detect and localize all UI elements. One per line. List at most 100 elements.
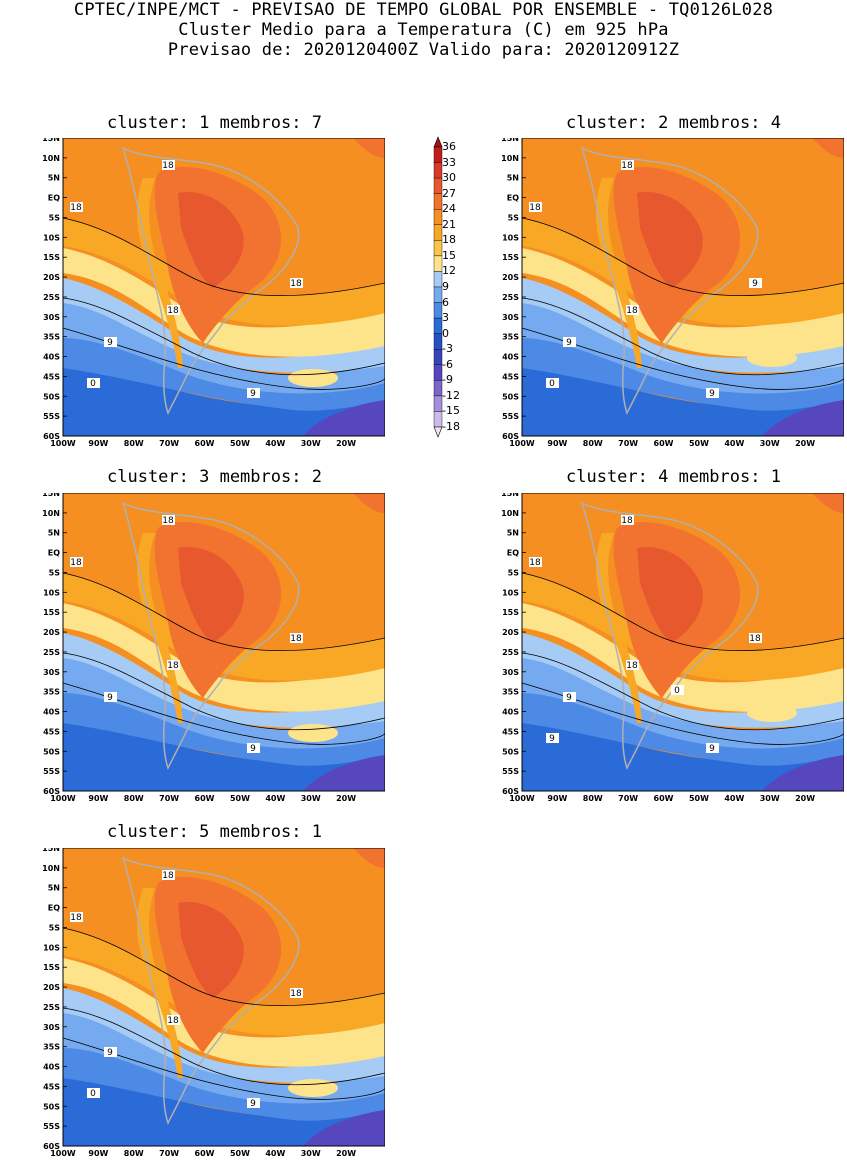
svg-text:18: 18 xyxy=(290,279,302,289)
lon-tick-label: 70W xyxy=(159,439,179,448)
colorbar-swatch xyxy=(433,380,443,397)
temperature-band xyxy=(63,1058,385,1146)
lat-tick-label: 45S xyxy=(43,727,60,736)
lat-tick-label: 60S xyxy=(43,1142,60,1151)
svg-text:18: 18 xyxy=(749,634,761,644)
lat-tick-label: EQ xyxy=(48,549,60,558)
colorbar-level-label: -6 xyxy=(442,357,453,371)
lat-tick-label: 40S xyxy=(502,353,519,362)
temperature-band xyxy=(522,703,844,791)
lat-tick-label: 15N xyxy=(501,138,519,143)
contour-label: 18 xyxy=(290,278,303,289)
lat-tick-label: 35S xyxy=(43,333,60,342)
svg-text:9: 9 xyxy=(752,279,758,289)
lat-tick-label: 15N xyxy=(42,138,60,143)
svg-text:9: 9 xyxy=(250,744,256,754)
contour-label: 18 xyxy=(167,305,180,316)
lat-tick-label: 5S xyxy=(49,923,61,932)
lon-tick-label: 70W xyxy=(618,794,638,803)
svg-text:18: 18 xyxy=(162,516,174,526)
lat-tick-label: 50S xyxy=(502,392,519,401)
lat-tick-label: 35S xyxy=(43,688,60,697)
lat-tick-label: 10N xyxy=(42,154,60,163)
lat-tick-label: 30S xyxy=(43,668,60,677)
colorbar-swatch xyxy=(433,271,443,288)
lat-tick-label: 20S xyxy=(43,273,60,282)
lat-tick-label: 55S xyxy=(502,767,519,776)
lon-tick-label: 30W xyxy=(760,794,780,803)
lon-tick-label: 20W xyxy=(336,1149,356,1158)
contour-label: 18 xyxy=(167,660,180,671)
contour-label: 9 xyxy=(104,692,117,703)
lat-tick-label: 50S xyxy=(43,747,60,756)
temperature-map-4: 15N 10N 5N EQ 5S 10S 15S 20S 25S 30S 35S 40S 45S 50S 5… xyxy=(501,493,844,803)
colorbar-level-label: 6 xyxy=(442,295,449,309)
lon-tick-label: 80W xyxy=(124,1149,144,1158)
lat-tick-label: 45S xyxy=(502,372,519,381)
lat-tick-label: 60S xyxy=(502,432,519,441)
contour-label: 18 xyxy=(70,912,83,923)
colorbar-level-label: 33 xyxy=(442,155,456,169)
temperature-band xyxy=(522,603,844,712)
lat-tick-label: 5S xyxy=(49,568,61,577)
lat-tick-label: 25S xyxy=(43,648,60,657)
temperature-band xyxy=(522,218,844,326)
contour-label: 18 xyxy=(70,557,83,568)
svg-text:18: 18 xyxy=(529,558,541,568)
temperature-band xyxy=(63,603,385,712)
contour-label: 18 xyxy=(167,1015,180,1026)
svg-text:9: 9 xyxy=(107,693,113,703)
temperature-band xyxy=(63,573,385,681)
svg-text:18: 18 xyxy=(621,161,633,171)
svg-text:0: 0 xyxy=(674,686,680,696)
temperature-band xyxy=(522,278,844,373)
panel-title: cluster: 5 membros: 1 xyxy=(107,822,322,842)
colorbar-swatch xyxy=(433,209,443,225)
lon-tick-label: 100W xyxy=(50,794,76,803)
lon-tick-label: 20W xyxy=(336,439,356,448)
colorbar-level-label: 15 xyxy=(442,248,456,262)
svg-text:18: 18 xyxy=(162,871,174,881)
lon-tick-label: 30W xyxy=(301,794,321,803)
lat-tick-label: 55S xyxy=(43,1122,60,1131)
colorbar-level-label: 21 xyxy=(442,217,456,231)
colorbar-swatch xyxy=(433,302,443,319)
contour-label: 9 xyxy=(563,692,576,703)
lon-tick-label: 20W xyxy=(795,794,815,803)
lat-tick-label: 40S xyxy=(43,1063,60,1072)
lat-tick-label: 10N xyxy=(501,509,519,518)
lon-tick-label: 40W xyxy=(265,1149,285,1158)
contour-label: 18 xyxy=(70,202,83,213)
contour-label: 18 xyxy=(162,515,175,526)
panel-title: cluster: 3 membros: 2 xyxy=(107,467,322,487)
svg-text:18: 18 xyxy=(70,913,82,923)
contour-label: 9 xyxy=(104,337,117,348)
colorbar-level-label: -18 xyxy=(442,420,460,433)
lat-tick-label: 5S xyxy=(508,568,520,577)
lat-tick-label: 15N xyxy=(42,493,60,498)
lon-tick-label: 100W xyxy=(50,1149,76,1158)
lat-tick-label: 35S xyxy=(502,333,519,342)
colorbar-level-label: 24 xyxy=(442,202,456,216)
header-title: CPTEC/INPE/MCT - PREVISAO DE TEMPO GLOBA… xyxy=(73,0,774,20)
colorbar-swatch xyxy=(433,364,443,381)
temperature-colorbar xyxy=(433,136,443,438)
lon-tick-label: 30W xyxy=(301,1149,321,1158)
colorbar-level-label: 12 xyxy=(442,264,456,278)
lat-tick-label: EQ xyxy=(48,904,60,913)
contour-label: 0 xyxy=(546,378,559,389)
colorbar-swatch xyxy=(433,193,443,210)
lat-tick-label: 20S xyxy=(502,273,519,282)
temperature-map-3: 15N 10N 5N EQ 5S 10S 15S 20S 25S 30S 35S 40S 45S 50S 5… xyxy=(42,493,385,803)
contour-label: 18 xyxy=(621,515,634,526)
temperature-band xyxy=(63,218,385,326)
svg-text:9: 9 xyxy=(566,338,572,348)
temperature-band xyxy=(63,633,385,728)
temperature-band xyxy=(522,633,844,728)
lat-tick-label: 15S xyxy=(502,608,519,617)
lon-tick-label: 50W xyxy=(230,794,250,803)
lat-tick-label: EQ xyxy=(507,549,519,558)
lat-tick-label: 55S xyxy=(43,767,60,776)
svg-text:18: 18 xyxy=(626,661,638,671)
svg-text:18: 18 xyxy=(167,661,179,671)
